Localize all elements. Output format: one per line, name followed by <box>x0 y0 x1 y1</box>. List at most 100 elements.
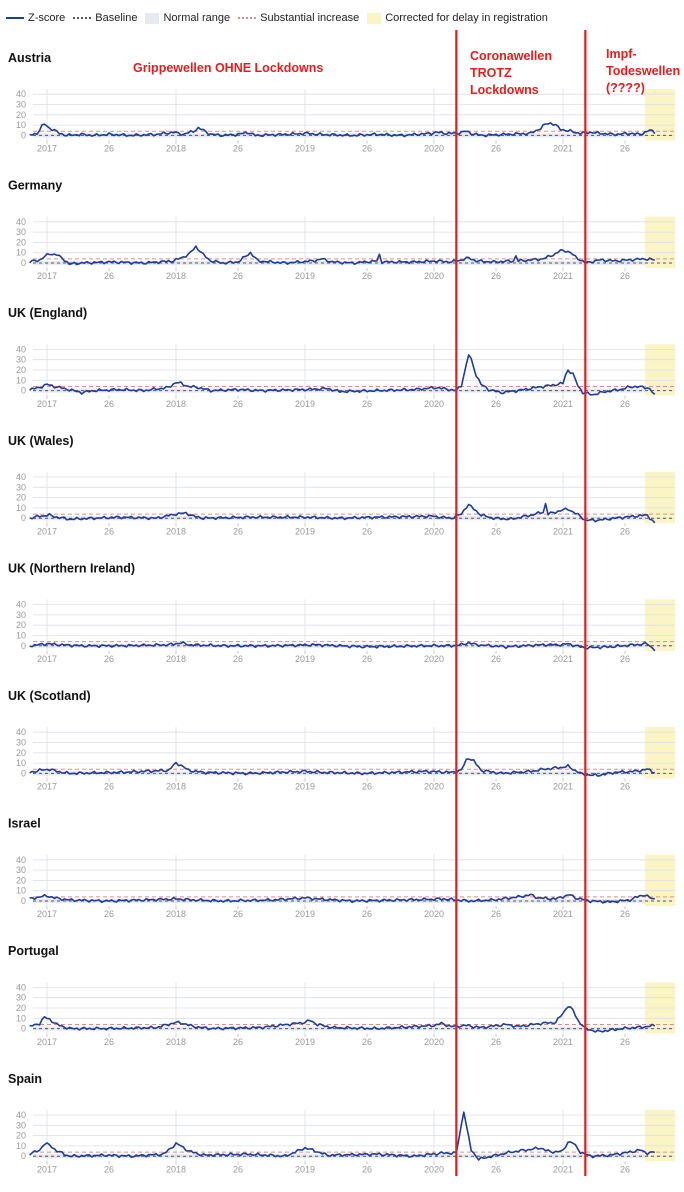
legend-item-substantial-increase: Substantial increase <box>238 12 359 24</box>
x-tick-label: 2017 <box>37 526 57 536</box>
x-tick-label: 26 <box>104 909 114 919</box>
y-tick-label: 0 <box>21 386 26 396</box>
chart-title-austria: Austria <box>8 51 52 65</box>
x-tick-label: 26 <box>620 144 630 154</box>
x-tick-label: 2020 <box>424 782 444 792</box>
x-tick-label: 2018 <box>166 1037 186 1047</box>
x-tick-label: 26 <box>491 399 501 409</box>
y-tick-label: 20 <box>16 237 26 247</box>
x-tick-label: 26 <box>104 271 114 281</box>
x-tick-label: 2020 <box>424 1164 444 1174</box>
y-tick-label: 40 <box>16 89 26 99</box>
zscore-line-portugal <box>29 1006 656 1033</box>
x-tick-label: 2020 <box>424 399 444 409</box>
y-tick-label: 40 <box>16 600 26 610</box>
chart-title-uk-northern-ireland: UK (Northern Ireland) <box>8 561 135 575</box>
y-tick-label: 30 <box>16 610 26 620</box>
x-tick-label: 2019 <box>295 1037 315 1047</box>
x-tick-label: 2021 <box>553 909 573 919</box>
y-tick-label: 40 <box>16 344 26 354</box>
y-tick-label: 30 <box>16 993 26 1003</box>
x-tick-label: 2019 <box>295 399 315 409</box>
legend-label-zscore: Z-score <box>28 12 66 24</box>
x-tick-label: 26 <box>233 144 243 154</box>
x-tick-label: 26 <box>104 1037 114 1047</box>
chart-title-germany: Germany <box>8 179 62 193</box>
coronawellen-annotation-line: Coronawellen <box>470 49 552 63</box>
x-tick-label: 2020 <box>424 526 444 536</box>
x-tick-label: 26 <box>233 526 243 536</box>
y-tick-label: 10 <box>16 375 26 385</box>
x-tick-label: 2019 <box>295 909 315 919</box>
chart-title-uk-england: UK (England) <box>8 306 87 320</box>
zscore-line-germany <box>29 245 655 266</box>
y-tick-label: 10 <box>16 248 26 258</box>
y-tick-label: 20 <box>16 1003 26 1013</box>
y-tick-label: 30 <box>16 1120 26 1130</box>
y-tick-label: 30 <box>16 865 26 875</box>
x-tick-label: 2020 <box>424 271 444 281</box>
x-tick-label: 26 <box>491 782 501 792</box>
y-tick-label: 20 <box>16 875 26 885</box>
grippewellen-annotation: Grippewellen OHNE Lockdowns <box>133 61 323 75</box>
x-tick-label: 26 <box>362 1037 372 1047</box>
y-tick-label: 30 <box>16 738 26 748</box>
zscore-line-uk-northern-ireland <box>29 641 656 652</box>
x-tick-label: 26 <box>104 654 114 664</box>
x-tick-label: 26 <box>233 909 243 919</box>
y-tick-label: 40 <box>16 217 26 227</box>
impf-todeswellen-annotation: Impf- Todeswellen (????) <box>606 47 680 95</box>
legend-item-normal-range: Normal range <box>145 12 230 24</box>
x-tick-label: 2019 <box>295 782 315 792</box>
x-tick-label: 2017 <box>37 399 57 409</box>
chart-title-israel: Israel <box>8 817 41 831</box>
x-tick-label: 2021 <box>553 399 573 409</box>
zscore-swatch <box>6 17 24 19</box>
y-tick-label: 40 <box>16 982 26 992</box>
y-tick-label: 0 <box>21 641 26 651</box>
y-tick-label: 30 <box>16 355 26 365</box>
baseline-swatch <box>73 17 92 19</box>
y-tick-label: 0 <box>21 1024 26 1034</box>
chart-title-uk-wales: UK (Wales) <box>8 434 74 448</box>
x-tick-label: 26 <box>491 654 501 664</box>
x-tick-label: 26 <box>362 526 372 536</box>
x-tick-label: 26 <box>104 399 114 409</box>
legend-item-corrected: Corrected for delay in registration <box>367 12 548 24</box>
legend-label-substantial-increase: Substantial increase <box>260 12 360 24</box>
x-tick-label: 2018 <box>166 271 186 281</box>
x-tick-label: 26 <box>233 1164 243 1174</box>
y-tick-label: 40 <box>16 472 26 482</box>
x-tick-label: 26 <box>362 271 372 281</box>
y-tick-label: 30 <box>16 482 26 492</box>
x-tick-label: 26 <box>233 782 243 792</box>
y-tick-label: 10 <box>16 503 26 513</box>
substantial-increase-swatch <box>238 17 257 19</box>
y-tick-label: 20 <box>16 365 26 375</box>
x-tick-label: 26 <box>491 271 501 281</box>
y-tick-label: 20 <box>16 1131 26 1141</box>
y-tick-label: 10 <box>16 1013 26 1023</box>
legend-label-corrected: Corrected for delay in registration <box>385 12 548 24</box>
y-tick-label: 30 <box>16 227 26 237</box>
x-tick-label: 26 <box>620 526 630 536</box>
x-tick-label: 26 <box>104 526 114 536</box>
zscore-line-uk-wales <box>29 502 656 524</box>
y-tick-label: 40 <box>16 1110 26 1120</box>
y-tick-label: 40 <box>16 727 26 737</box>
corrected-swatch <box>367 12 382 24</box>
legend: Z-score Baseline Normal range Substantia… <box>6 8 556 28</box>
zscore-line-israel <box>29 893 655 904</box>
x-tick-label: 26 <box>620 399 630 409</box>
x-tick-label: 2017 <box>37 1164 57 1174</box>
x-tick-label: 2017 <box>37 782 57 792</box>
x-tick-label: 2018 <box>166 654 186 664</box>
x-tick-label: 2020 <box>424 654 444 664</box>
zscore-line-austria <box>29 122 656 138</box>
